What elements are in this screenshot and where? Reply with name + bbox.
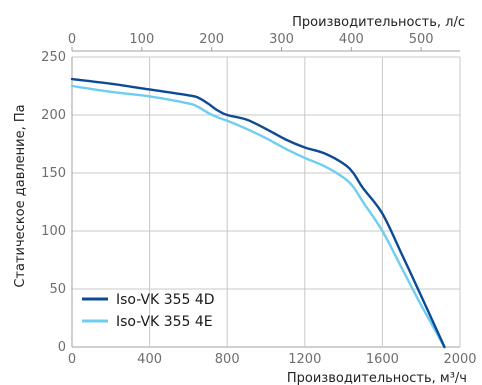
series-lines — [70, 77, 446, 349]
x-tick-label: 400 — [137, 352, 162, 367]
series-line-iso-vk-355-4d — [70, 77, 446, 349]
top-x-tick-label: 100 — [129, 32, 154, 47]
top-x-tick-label: 500 — [409, 32, 434, 47]
bottom-x-axis-title: Производительность, м³/ч — [287, 371, 467, 385]
y-tick-label: 0 — [58, 340, 66, 355]
y-axis-title: Статическое давление, Па — [13, 104, 28, 287]
y-tick-label: 150 — [41, 166, 66, 181]
y-tick-label: 200 — [41, 108, 66, 123]
x-tick-label: 1200 — [288, 352, 321, 367]
x-tick-label: 2000 — [443, 352, 476, 367]
top-x-tick-label: 0 — [68, 32, 76, 47]
series-line-iso-vk-355-4e — [70, 84, 446, 349]
x-tick-label: 1600 — [366, 352, 399, 367]
legend-label: Iso-VK 355 4E — [116, 314, 213, 330]
x-tick-label: 800 — [215, 352, 240, 367]
top-x-tick-label: 400 — [339, 32, 364, 47]
grid — [71, 47, 461, 348]
top-x-axis-title: Производительность, л/с — [292, 15, 465, 30]
legend: Iso-VK 355 4D Iso-VK 355 4E — [82, 292, 215, 330]
x-tick-label: 0 — [68, 352, 76, 367]
y-tick-label: 250 — [41, 50, 66, 65]
legend-label: Iso-VK 355 4D — [116, 292, 215, 308]
top-x-tick-label: 300 — [269, 32, 294, 47]
y-tick-label: 50 — [49, 282, 66, 297]
top-x-tick-label: 200 — [199, 32, 224, 47]
y-tick-label: 100 — [41, 224, 66, 239]
